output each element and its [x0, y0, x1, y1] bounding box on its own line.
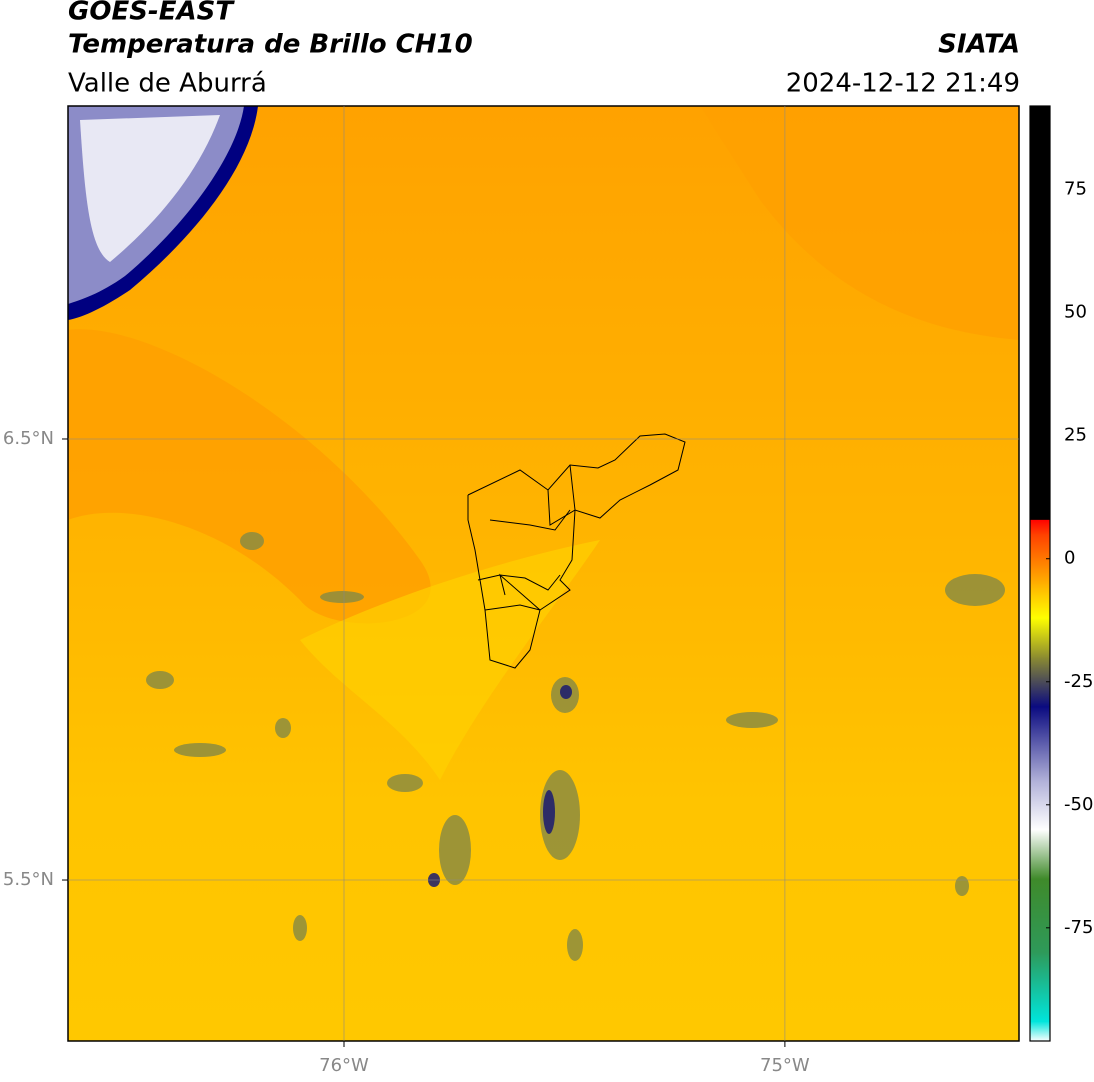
municipal-boundaries: [547, 464, 576, 526]
agency: SIATA: [938, 30, 1020, 60]
colorbar-tick-label: 25: [1064, 425, 1087, 446]
colorbar-segment: [1030, 878, 1050, 953]
colorbar-tick-label: 75: [1064, 179, 1087, 200]
colorbar-segment: [1030, 780, 1050, 830]
colorbar-tick-label: -75: [1064, 917, 1093, 938]
colorbar-segment: [1030, 534, 1050, 584]
x-tick-label: 76°W: [319, 1055, 369, 1076]
colorbar-segment: [1030, 829, 1050, 880]
colorbar-segment: [1030, 952, 1050, 1022]
x-tick-label: 75°W: [760, 1055, 810, 1076]
product: Temperatura de Brillo CH10: [68, 30, 473, 60]
colorbar-segment: [1030, 706, 1050, 781]
colorbar-segment: [1030, 1021, 1050, 1042]
municipal-boundaries: [489, 509, 571, 531]
colorbar-segment: [1030, 657, 1050, 707]
colorbar-frame: [1029, 105, 1051, 1042]
colorbar-tick-label: 50: [1064, 302, 1087, 323]
colorbar-tick-label: 0: [1064, 548, 1075, 569]
timestamp: 2024-12-12 21:49: [786, 69, 1020, 99]
map-frame: [67, 105, 1020, 1042]
colorbar-tick-label: -25: [1064, 671, 1093, 692]
municipal-boundaries: [477, 574, 561, 591]
colorbar-segment: [1030, 519, 1050, 535]
colorbar-segment: [1030, 617, 1050, 658]
colorbar-segment: [1030, 583, 1050, 619]
map-image: [68, 106, 1019, 1041]
y-tick-label: 5.5°N: [3, 869, 54, 890]
y-tick-label: 6.5°N: [3, 428, 54, 449]
municipal-boundaries: [484, 573, 541, 611]
colorbar-tick-label: -50: [1064, 794, 1093, 815]
region: Valle de Aburrá: [68, 69, 267, 99]
source: GOES-EAST: [68, 0, 235, 27]
colorbar-segment: [1030, 106, 1050, 520]
municipal-boundaries: [467, 433, 686, 669]
